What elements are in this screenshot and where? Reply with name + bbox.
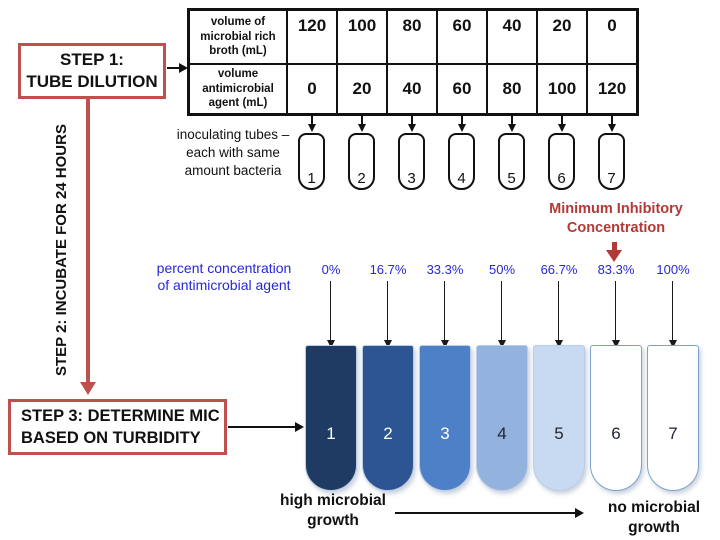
percent-value: 66.7% xyxy=(540,262,578,277)
tube-number: 5 xyxy=(554,424,564,443)
small-tube-number: 3 xyxy=(407,170,416,187)
percent-value: 33.3% xyxy=(426,262,464,277)
small-tube-number: 2 xyxy=(357,170,366,187)
result-tube-2: 2 xyxy=(362,345,414,491)
table-to-tube-arrow xyxy=(361,113,363,124)
table-to-tube-arrow xyxy=(511,113,513,124)
incubate-arrow-head xyxy=(80,382,96,395)
tube-number: 7 xyxy=(668,424,678,443)
small-tube-1: 1 xyxy=(298,133,325,190)
tube-number: 6 xyxy=(611,424,621,443)
small-tube-3: 3 xyxy=(398,133,425,190)
table-cell: 120 xyxy=(587,64,637,114)
table-cell: 100 xyxy=(337,10,387,64)
small-tube-number: 6 xyxy=(557,170,566,187)
tube-number: 2 xyxy=(383,424,393,443)
table-row2-header: volume antimicrobial agent (mL) xyxy=(189,64,287,114)
table-row1-header: volume of microbial rich broth (mL) xyxy=(189,10,287,64)
table-to-tube-arrow xyxy=(611,113,613,124)
table-to-tube-arrow xyxy=(311,113,313,124)
percent-leader-arrow xyxy=(501,281,503,340)
percent-value: 83.3% xyxy=(597,262,635,277)
percent-leader-arrow xyxy=(672,281,674,340)
percent-leader-arrow xyxy=(615,281,617,340)
small-tube-6: 6 xyxy=(548,133,575,190)
result-tube-3: 3 xyxy=(419,345,471,491)
table-cell: 60 xyxy=(437,64,487,114)
small-tube-4: 4 xyxy=(448,133,475,190)
table-cell: 0 xyxy=(587,10,637,64)
percent-leader-arrow xyxy=(444,281,446,340)
step1-to-table-arrow xyxy=(167,67,179,70)
tube-number: 4 xyxy=(497,424,507,443)
step1-box: STEP 1: TUBE DILUTION xyxy=(18,43,166,99)
small-tube-number: 7 xyxy=(607,170,616,187)
percent-leader-arrow xyxy=(558,281,560,340)
no-growth-label: no microbial growth xyxy=(607,499,701,537)
table-cell: 0 xyxy=(287,64,337,114)
table-cell: 80 xyxy=(487,64,537,114)
tube-number: 1 xyxy=(326,424,336,443)
inoculating-note: inoculating tubes – each with same amoun… xyxy=(176,127,290,179)
small-tube-5: 5 xyxy=(498,133,525,190)
result-tube-4: 4 xyxy=(476,345,528,491)
small-tube-7: 7 xyxy=(598,133,625,190)
small-tube-number: 1 xyxy=(307,170,316,187)
percent-value: 16.7% xyxy=(369,262,407,277)
mic-label: Minimum Inhibitory Concentration xyxy=(549,201,683,236)
table-cell: 20 xyxy=(537,10,587,64)
high-growth-label: high microbial growth xyxy=(280,492,386,530)
table-cell: 20 xyxy=(337,64,387,114)
percent-value: 50% xyxy=(488,262,516,277)
step3-box: STEP 3: DETERMINE MIC BASED ON TURBIDITY xyxy=(8,399,227,455)
result-tube-7: 7 xyxy=(647,345,699,491)
incubate-arrow-line xyxy=(86,97,90,383)
growth-gradient-arrow xyxy=(395,512,575,514)
result-tube-1: 1 xyxy=(305,345,357,491)
result-tube-6: 6 xyxy=(590,345,642,491)
table-to-tube-arrow xyxy=(561,113,563,124)
percent-concentration-label: percent concentration of antimicrobial a… xyxy=(156,260,292,293)
small-tube-2: 2 xyxy=(348,133,375,190)
step3-to-tube1-arrow xyxy=(228,426,295,429)
table-cell: 120 xyxy=(287,10,337,64)
table-cell: 40 xyxy=(387,64,437,114)
percent-value: 0% xyxy=(321,262,341,277)
step2-label: STEP 2: INCUBATE FOR 24 HOURS xyxy=(53,124,70,376)
result-tube-5: 5 xyxy=(533,345,585,491)
table-cell: 80 xyxy=(387,10,437,64)
table-cell: 60 xyxy=(437,10,487,64)
table-cell: 100 xyxy=(537,64,587,114)
small-tube-number: 4 xyxy=(457,170,466,187)
percent-leader-arrow xyxy=(387,281,389,340)
mic-arrow-line xyxy=(612,242,617,251)
mic-arrow-head xyxy=(606,250,622,262)
table-cell: 40 xyxy=(487,10,537,64)
table-to-tube-arrow xyxy=(461,113,463,124)
dilution-table: volume of microbial rich broth (mL) 120 … xyxy=(187,8,639,116)
percent-leader-arrow xyxy=(330,281,332,340)
tube-number: 3 xyxy=(440,424,450,443)
small-tube-number: 5 xyxy=(507,170,516,187)
percent-value: 100% xyxy=(656,262,690,277)
table-to-tube-arrow xyxy=(411,113,413,124)
